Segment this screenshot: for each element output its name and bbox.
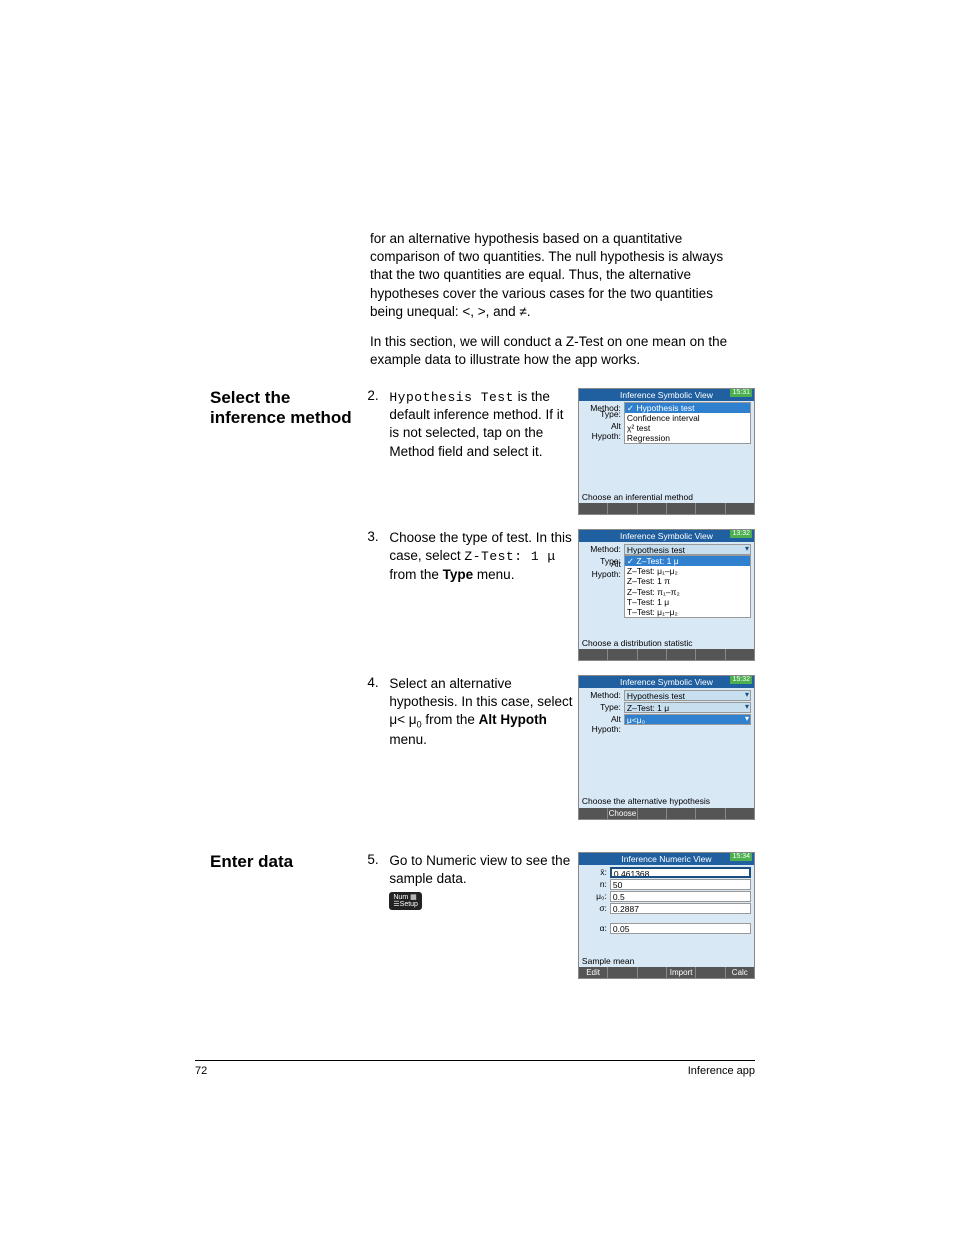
sc4-n-val: 50: [610, 879, 751, 890]
sc4-alpha-val: 0.05: [610, 923, 751, 934]
sc4-mu0-label: μ₀:: [582, 891, 610, 902]
num-setup-key: Num ▦☰Setup: [389, 892, 422, 910]
sc1-time: 15:31: [730, 389, 752, 397]
footer-title: Inference app: [688, 1065, 755, 1077]
sc1-method-dropdown: ✓ Hypothesis testConfidence intervalχ² t…: [624, 402, 751, 445]
sc4-mu0-val: 0.5: [610, 891, 751, 902]
sc2-softkeys: [579, 649, 754, 660]
step-3-number: 3.: [367, 529, 389, 544]
step-2-code: Hypothesis Test: [389, 390, 514, 405]
step-3-code: Z-Test: 1 μ: [464, 549, 555, 564]
sc3-title: Inference Symbolic View15:32: [579, 676, 754, 688]
sc4-softkeys: EditImportCalc: [579, 967, 754, 978]
sc2-type-dropdown: ✓ Z–Test: 1 μZ–Test: μ₁–μ₂Z–Test: 1 πZ–T…: [624, 555, 751, 618]
sc1-alt-label: Alt Hypoth:: [582, 421, 624, 441]
sc2-hint: Choose a distribution statistic: [579, 637, 754, 649]
step-5-number: 5.: [367, 852, 389, 867]
step-5-text: Go to Numeric view to see the sample dat…: [389, 852, 574, 912]
sc3-softkeys: Choose: [579, 808, 754, 819]
sc2-title: Inference Symbolic View13:32: [579, 530, 754, 542]
sc3-alt-label: Alt Hypoth:: [582, 714, 624, 734]
sc1-softkeys: [579, 503, 754, 514]
step-2-number: 2.: [367, 388, 389, 403]
step-3-bold: Type: [443, 567, 474, 582]
intro-p1: for an alternative hypothesis based on a…: [370, 230, 740, 321]
sc3-method-val: Hypothesis test▾: [624, 690, 751, 701]
sc4-alpha-label: α:: [582, 923, 610, 934]
intro-p2: In this section, we will conduct a Z-Tes…: [370, 333, 740, 369]
sc3-method-label: Method:: [582, 690, 624, 701]
sc1-hint: Choose an inferential method: [579, 491, 754, 503]
sc4-time: 15:34: [730, 853, 752, 861]
sc1-type-label: Type:: [582, 409, 624, 419]
page-footer: 72 Inference app: [195, 1060, 755, 1077]
sc2-time: 13:32: [730, 530, 752, 538]
sc4-xbar-label: x̄:: [582, 867, 610, 878]
step-4-text: Select an alternative hypothesis. In thi…: [389, 675, 574, 749]
sc4-n-label: n:: [582, 879, 610, 890]
screenshot-3: Inference Symbolic View15:32 Method:Hypo…: [578, 675, 755, 820]
sc2-method-val: Hypothesis test▾: [624, 544, 751, 555]
sc1-title: Inference Symbolic View15:31: [579, 389, 754, 401]
sc4-sigma-label: σ:: [582, 903, 610, 914]
sc3-time: 15:32: [730, 676, 752, 684]
screenshot-4: Inference Numeric View15:34 x̄:0.461368 …: [578, 852, 755, 979]
step-4-number: 4.: [367, 675, 389, 690]
sc4-title: Inference Numeric View15:34: [579, 853, 754, 865]
sc3-type-val: Z–Test: 1 μ▾: [624, 702, 751, 713]
step-3-text: Choose the type of test. In this case, s…: [389, 529, 574, 584]
sc4-sigma-val: 0.2887: [610, 903, 751, 914]
sc2-alt-label: Alt Hypoth:: [582, 559, 624, 579]
sc2-method-label: Method:: [582, 544, 624, 555]
screenshot-1: Inference Symbolic View15:31 Method:✓ Hy…: [578, 388, 755, 515]
sc3-hint: Choose the alternative hypothesis: [579, 795, 754, 807]
step-4-bold: Alt Hypoth: [479, 712, 547, 727]
sc4-hint: Sample mean: [579, 955, 754, 967]
sc3-alt-val: μ<μ₀▾: [624, 714, 751, 725]
heading-select-method: Select the inference method: [210, 388, 367, 429]
sc3-type-label: Type:: [582, 702, 624, 713]
screenshot-2: Inference Symbolic View13:32 Method:Hypo…: [578, 529, 755, 661]
step-2-text: Hypothesis Test is the default inference…: [389, 388, 574, 461]
heading-enter-data: Enter data: [210, 852, 367, 872]
sc4-xbar-val: 0.461368: [610, 867, 751, 878]
page-number: 72: [195, 1065, 207, 1077]
intro-text: for an alternative hypothesis based on a…: [370, 230, 740, 370]
